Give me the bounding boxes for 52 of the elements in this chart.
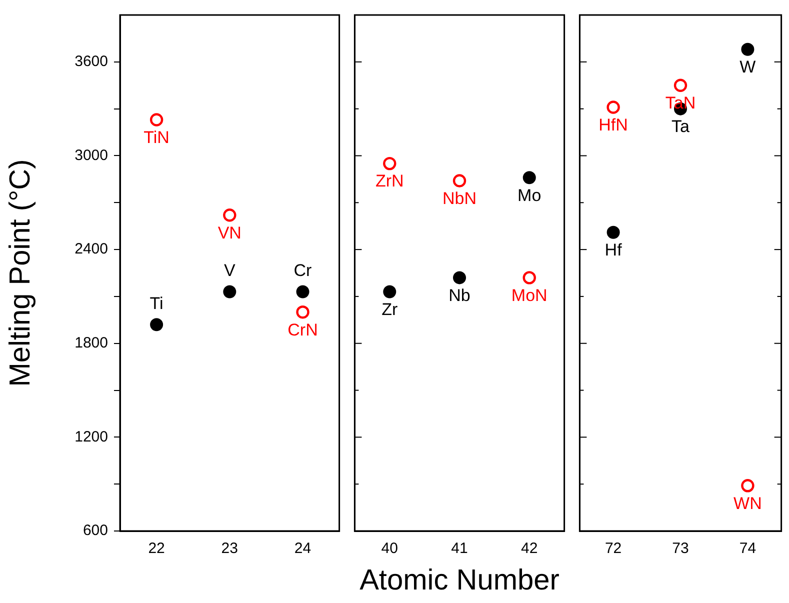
point: [522, 171, 536, 184]
point: [452, 174, 466, 188]
point: [606, 226, 620, 239]
x-tick-label: 73: [672, 540, 689, 558]
data-label: Hf: [604, 240, 622, 260]
data-label: Zr: [382, 300, 398, 319]
data-label: Mo: [518, 186, 542, 205]
data-label: W: [740, 58, 756, 77]
point: [674, 78, 688, 92]
y-tick-label: 3000: [74, 146, 108, 164]
x-tick-label: 72: [604, 540, 622, 558]
x-tick-label: 23: [221, 540, 238, 558]
data-label: Ta: [672, 117, 690, 136]
x-tick-label: 40: [381, 540, 398, 558]
point: [453, 271, 466, 284]
point: [150, 318, 164, 332]
data-label: Nb: [448, 286, 470, 305]
x-axis-title: Atomic Number: [360, 564, 560, 597]
point: [150, 113, 164, 126]
data-label: V: [224, 260, 236, 280]
data-label: TiN: [144, 128, 170, 147]
x-tick-label: 24: [294, 540, 312, 558]
data-label: ZrN: [375, 172, 404, 191]
point: [296, 285, 310, 298]
data-label: Ti: [150, 294, 164, 313]
y-tick-label: 3600: [74, 53, 108, 70]
y-tick-label: 2400: [74, 240, 108, 258]
y-axis-title: Melting Point (°C): [4, 159, 36, 387]
point: [606, 100, 620, 114]
point: [522, 271, 536, 284]
x-tick-label: 74: [739, 540, 756, 558]
data-label: TaN: [665, 94, 696, 113]
point: [223, 285, 236, 298]
point: [383, 156, 396, 170]
data-label: VN: [218, 223, 242, 242]
point: [741, 42, 754, 56]
y-tick-label: 1200: [74, 428, 108, 446]
point: [741, 479, 754, 492]
data-label: CrN: [288, 320, 318, 340]
x-tick-label: 22: [148, 540, 165, 558]
data-label: NbN: [442, 188, 477, 208]
x-tick-label: 42: [521, 540, 538, 558]
x-tick-label: 41: [451, 540, 468, 558]
y-tick-label: 1800: [74, 334, 108, 352]
point: [296, 305, 310, 319]
y-tick-label: 600: [82, 522, 108, 540]
point: [223, 208, 236, 222]
point: [383, 285, 396, 298]
data-label: WN: [734, 494, 762, 513]
data-label: HfN: [598, 115, 628, 134]
data-label: MoN: [511, 286, 548, 305]
data-label: Cr: [294, 260, 312, 280]
